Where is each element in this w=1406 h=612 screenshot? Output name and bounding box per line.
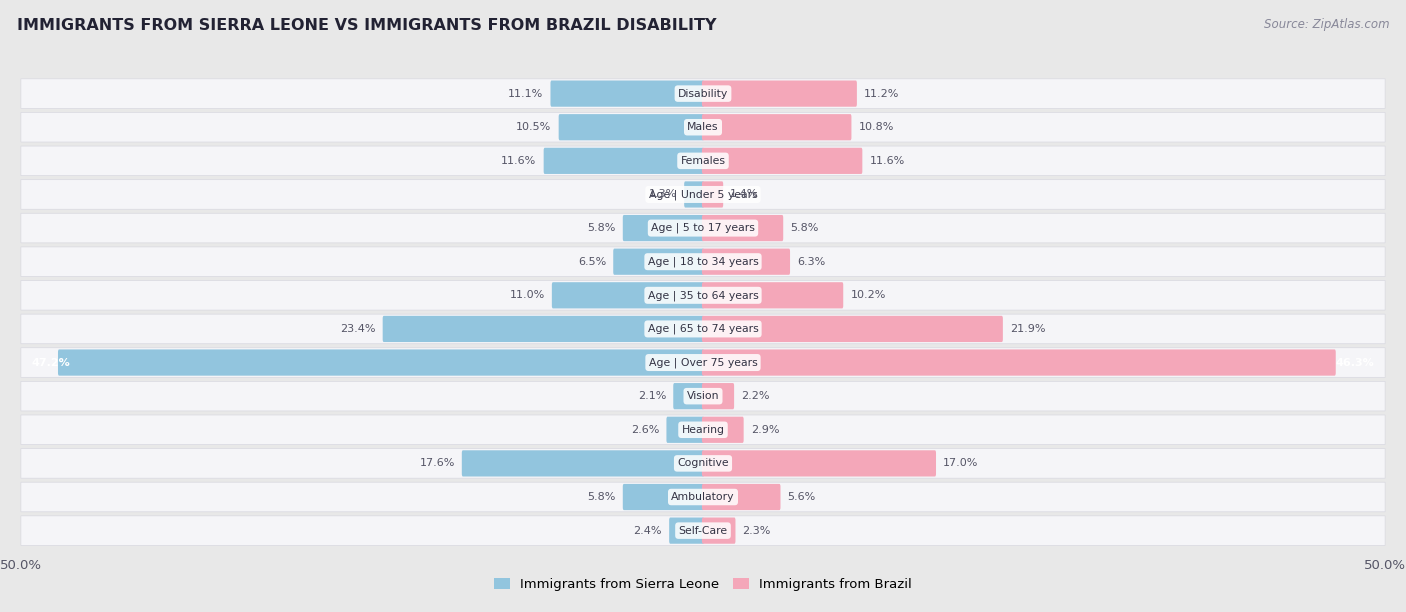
FancyBboxPatch shape	[21, 348, 1385, 378]
Text: 23.4%: 23.4%	[340, 324, 375, 334]
Legend: Immigrants from Sierra Leone, Immigrants from Brazil: Immigrants from Sierra Leone, Immigrants…	[489, 573, 917, 597]
FancyBboxPatch shape	[461, 450, 704, 477]
FancyBboxPatch shape	[551, 81, 704, 106]
Text: 1.4%: 1.4%	[730, 190, 759, 200]
FancyBboxPatch shape	[21, 516, 1385, 545]
FancyBboxPatch shape	[702, 114, 852, 140]
Text: Females: Females	[681, 156, 725, 166]
Text: Vision: Vision	[686, 391, 720, 401]
FancyBboxPatch shape	[702, 282, 844, 308]
Text: 11.0%: 11.0%	[509, 290, 544, 300]
Text: Age | 5 to 17 years: Age | 5 to 17 years	[651, 223, 755, 233]
Text: IMMIGRANTS FROM SIERRA LEONE VS IMMIGRANTS FROM BRAZIL DISABILITY: IMMIGRANTS FROM SIERRA LEONE VS IMMIGRAN…	[17, 18, 717, 34]
FancyBboxPatch shape	[58, 349, 704, 376]
FancyBboxPatch shape	[382, 316, 704, 342]
Text: 2.6%: 2.6%	[631, 425, 659, 435]
FancyBboxPatch shape	[702, 484, 780, 510]
FancyBboxPatch shape	[702, 518, 735, 543]
FancyBboxPatch shape	[21, 113, 1385, 142]
FancyBboxPatch shape	[21, 280, 1385, 310]
FancyBboxPatch shape	[702, 248, 790, 275]
Text: 5.8%: 5.8%	[588, 223, 616, 233]
FancyBboxPatch shape	[702, 147, 862, 174]
FancyBboxPatch shape	[702, 316, 1002, 342]
Text: 11.2%: 11.2%	[863, 89, 900, 99]
Text: Age | Over 75 years: Age | Over 75 years	[648, 357, 758, 368]
Text: Males: Males	[688, 122, 718, 132]
Text: 5.8%: 5.8%	[588, 492, 616, 502]
FancyBboxPatch shape	[669, 518, 704, 543]
FancyBboxPatch shape	[21, 180, 1385, 209]
FancyBboxPatch shape	[666, 417, 704, 443]
Text: 2.3%: 2.3%	[742, 526, 770, 536]
Text: 6.5%: 6.5%	[578, 256, 606, 267]
Text: Disability: Disability	[678, 89, 728, 99]
Text: 47.2%: 47.2%	[32, 357, 70, 368]
Text: 10.2%: 10.2%	[851, 290, 886, 300]
Text: 1.3%: 1.3%	[648, 190, 678, 200]
Text: 10.8%: 10.8%	[859, 122, 894, 132]
Text: Hearing: Hearing	[682, 425, 724, 435]
FancyBboxPatch shape	[21, 381, 1385, 411]
Text: 17.0%: 17.0%	[943, 458, 979, 468]
FancyBboxPatch shape	[673, 383, 704, 409]
FancyBboxPatch shape	[702, 81, 856, 106]
Text: 21.9%: 21.9%	[1010, 324, 1046, 334]
FancyBboxPatch shape	[21, 482, 1385, 512]
FancyBboxPatch shape	[613, 248, 704, 275]
Text: 2.4%: 2.4%	[634, 526, 662, 536]
Text: Ambulatory: Ambulatory	[671, 492, 735, 502]
Text: Age | 18 to 34 years: Age | 18 to 34 years	[648, 256, 758, 267]
FancyBboxPatch shape	[702, 349, 1336, 376]
Text: 2.1%: 2.1%	[638, 391, 666, 401]
Text: 11.1%: 11.1%	[508, 89, 543, 99]
Text: 46.3%: 46.3%	[1336, 357, 1374, 368]
Text: Source: ZipAtlas.com: Source: ZipAtlas.com	[1264, 18, 1389, 31]
FancyBboxPatch shape	[702, 181, 723, 207]
Text: 17.6%: 17.6%	[419, 458, 454, 468]
FancyBboxPatch shape	[685, 181, 704, 207]
Text: 5.6%: 5.6%	[787, 492, 815, 502]
Text: Age | Under 5 years: Age | Under 5 years	[648, 189, 758, 200]
Text: 2.9%: 2.9%	[751, 425, 779, 435]
FancyBboxPatch shape	[21, 415, 1385, 444]
Text: 6.3%: 6.3%	[797, 256, 825, 267]
FancyBboxPatch shape	[21, 214, 1385, 243]
Text: 10.5%: 10.5%	[516, 122, 551, 132]
Text: 11.6%: 11.6%	[869, 156, 904, 166]
Text: 2.2%: 2.2%	[741, 391, 769, 401]
FancyBboxPatch shape	[544, 147, 704, 174]
FancyBboxPatch shape	[702, 417, 744, 443]
FancyBboxPatch shape	[21, 79, 1385, 108]
FancyBboxPatch shape	[551, 282, 704, 308]
Text: Self-Care: Self-Care	[679, 526, 727, 536]
Text: Age | 65 to 74 years: Age | 65 to 74 years	[648, 324, 758, 334]
Text: Age | 35 to 64 years: Age | 35 to 64 years	[648, 290, 758, 300]
FancyBboxPatch shape	[623, 484, 704, 510]
FancyBboxPatch shape	[21, 247, 1385, 277]
FancyBboxPatch shape	[21, 314, 1385, 344]
Text: 11.6%: 11.6%	[502, 156, 537, 166]
FancyBboxPatch shape	[558, 114, 704, 140]
FancyBboxPatch shape	[623, 215, 704, 241]
FancyBboxPatch shape	[702, 215, 783, 241]
FancyBboxPatch shape	[21, 146, 1385, 176]
Text: 5.8%: 5.8%	[790, 223, 818, 233]
FancyBboxPatch shape	[21, 449, 1385, 478]
Text: Cognitive: Cognitive	[678, 458, 728, 468]
FancyBboxPatch shape	[702, 383, 734, 409]
FancyBboxPatch shape	[702, 450, 936, 477]
